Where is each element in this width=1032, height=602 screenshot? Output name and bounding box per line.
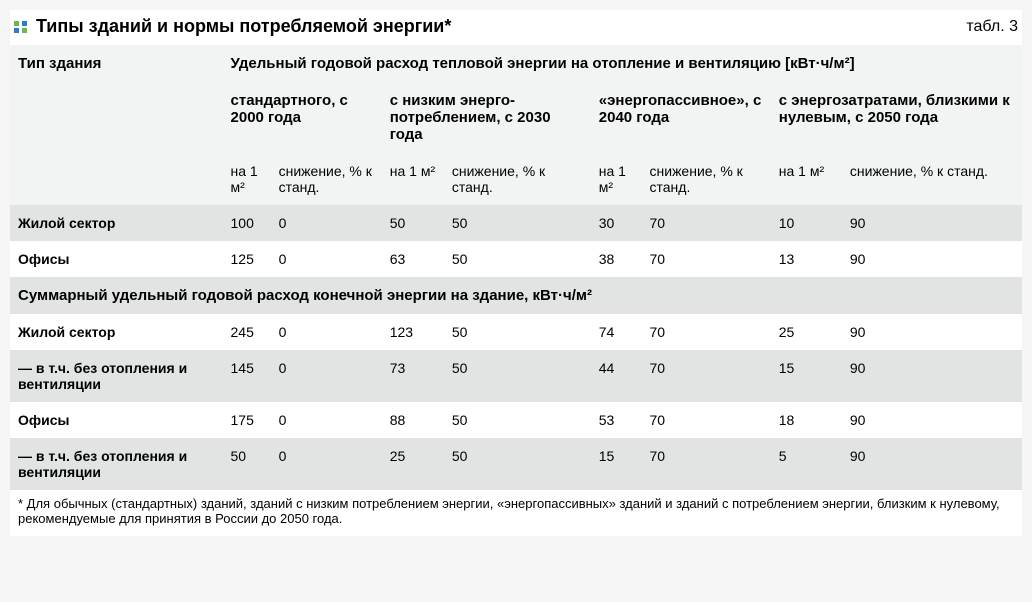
cell: 50 [444, 241, 591, 277]
cell: 0 [271, 438, 382, 490]
table-row: Офисы 125 0 63 50 38 70 13 90 [10, 241, 1022, 277]
cell: 70 [642, 350, 771, 402]
cell: 44 [591, 350, 642, 402]
cell: 0 [271, 314, 382, 350]
table-row: — в т.ч. без отопления и вентиляции 145 … [10, 350, 1022, 402]
table-row: — в т.ч. без отопления и вентиляции 50 0… [10, 438, 1022, 490]
dot [22, 28, 27, 33]
cell: 145 [223, 350, 271, 402]
col-header-type: Тип здания [10, 45, 223, 205]
group-header: стандартного, с 2000 года [223, 82, 382, 153]
cell: 25 [771, 314, 842, 350]
cell: 70 [642, 241, 771, 277]
cell: 175 [223, 402, 271, 438]
cell: 88 [382, 402, 444, 438]
cell: 10 [771, 205, 842, 241]
cell: 50 [444, 402, 591, 438]
cell: 70 [642, 438, 771, 490]
cell: 90 [842, 350, 1022, 402]
cell: 0 [271, 402, 382, 438]
cell: 50 [223, 438, 271, 490]
sub-header: снижение, % к станд. [642, 153, 771, 205]
cell: 50 [382, 205, 444, 241]
cell: 50 [444, 205, 591, 241]
row-name: — в т.ч. без отопления и вентиляции [10, 438, 223, 490]
sub-header: на 1 м² [382, 153, 444, 205]
cell: 70 [642, 402, 771, 438]
table-row: Офисы 175 0 88 50 53 70 18 90 [10, 402, 1022, 438]
cell: 38 [591, 241, 642, 277]
cell: 74 [591, 314, 642, 350]
table-row: Жилой сектор 245 0 123 50 74 70 25 90 [10, 314, 1022, 350]
row-name: Жилой сектор [10, 314, 223, 350]
cell: 90 [842, 314, 1022, 350]
row-name: — в т.ч. без отопления и вентиляции [10, 350, 223, 402]
cell: 90 [842, 402, 1022, 438]
cell: 0 [271, 241, 382, 277]
section-header: Суммарный удельный годовой расход конечн… [10, 277, 1022, 314]
cell: 73 [382, 350, 444, 402]
section-header-row: Суммарный удельный годовой расход конечн… [10, 277, 1022, 314]
sub-header: на 1 м² [591, 153, 642, 205]
row-name: Офисы [10, 241, 223, 277]
cell: 15 [771, 350, 842, 402]
dots-icon [14, 21, 28, 33]
sub-header: на 1 м² [771, 153, 842, 205]
table-row: Жилой сектор 100 0 50 50 30 70 10 90 [10, 205, 1022, 241]
cell: 125 [223, 241, 271, 277]
cell: 0 [271, 205, 382, 241]
cell: 25 [382, 438, 444, 490]
cell: 50 [444, 314, 591, 350]
group-header: «энергопассив­ное», с 2040 года [591, 82, 771, 153]
cell: 123 [382, 314, 444, 350]
cell: 0 [271, 350, 382, 402]
sub-header: снижение, % к станд. [842, 153, 1022, 205]
main-header: Удельный годовой расход тепловой энергии… [223, 45, 1022, 82]
cell: 30 [591, 205, 642, 241]
table-title: Типы зданий и нормы потребляемой энергии… [36, 16, 966, 37]
table-header: Типы зданий и нормы потребляемой энергии… [10, 10, 1022, 45]
cell: 100 [223, 205, 271, 241]
group-header: с низким энерго­потреблением, с 2030 год… [382, 82, 591, 153]
cell: 50 [444, 438, 591, 490]
cell: 245 [223, 314, 271, 350]
cell: 53 [591, 402, 642, 438]
dot [14, 21, 19, 26]
cell: 70 [642, 205, 771, 241]
row-name: Жилой сектор [10, 205, 223, 241]
cell: 90 [842, 205, 1022, 241]
sub-header: на 1 м² [223, 153, 271, 205]
cell: 90 [842, 438, 1022, 490]
table-number: табл. 3 [966, 18, 1018, 36]
cell: 70 [642, 314, 771, 350]
cell: 5 [771, 438, 842, 490]
cell: 13 [771, 241, 842, 277]
cell: 18 [771, 402, 842, 438]
group-header: с энергозатратами, близкими к нуле­вым, … [771, 82, 1022, 153]
cell: 50 [444, 350, 591, 402]
cell: 15 [591, 438, 642, 490]
col-header-type-text: Тип здания [18, 55, 101, 72]
footnote: * Для обычных (стандартных) зданий, здан… [10, 490, 1022, 536]
cell: 63 [382, 241, 444, 277]
dot [14, 28, 19, 33]
cell: 90 [842, 241, 1022, 277]
sub-header: снижение, % к станд. [271, 153, 382, 205]
sub-header: снижение, % к станд. [444, 153, 591, 205]
row-name: Офисы [10, 402, 223, 438]
dot [22, 21, 27, 26]
energy-table: Тип здания Удельный годовой расход тепло… [10, 45, 1022, 490]
